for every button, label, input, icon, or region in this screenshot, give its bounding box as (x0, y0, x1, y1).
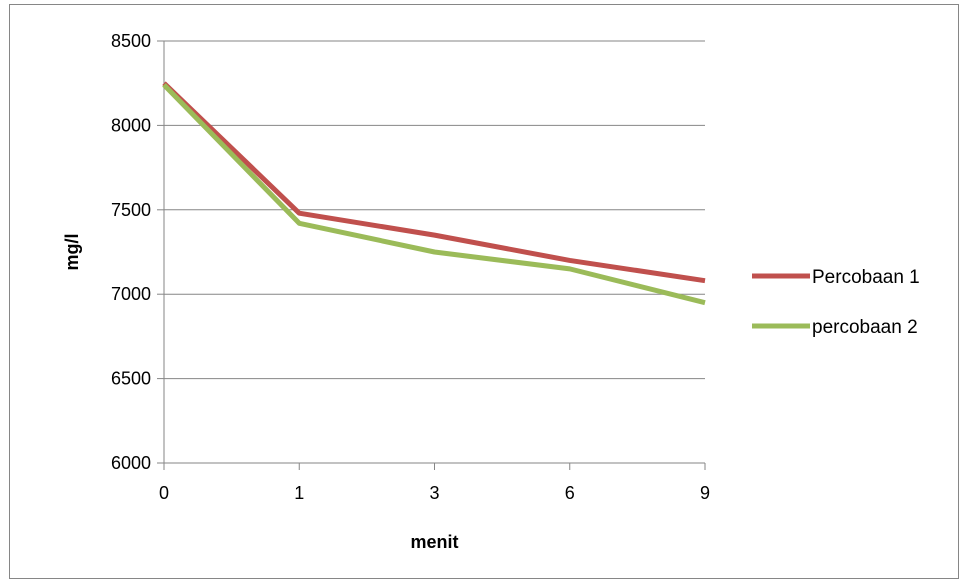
legend-label-1: Percobaan 1 (812, 267, 920, 288)
x-axis-ticks: 0 1 3 6 9 (159, 463, 710, 503)
x-axis-title: menit (410, 532, 458, 552)
x-tick-label: 9 (700, 483, 710, 503)
y-tick-label: 7000 (111, 284, 151, 304)
series-line-2 (162, 83, 706, 306)
x-tick-label: 3 (429, 483, 439, 503)
x-tick-label: 0 (159, 483, 169, 503)
x-tick-label: 6 (565, 483, 575, 503)
y-tick-label: 6000 (111, 453, 151, 473)
legend: Percobaan 1 percobaan 2 (752, 267, 920, 338)
chart-frame (9, 4, 959, 579)
y-axis-ticks: 6000 6500 7000 7500 8000 8500 (111, 31, 164, 473)
y-axis-title: mg/l (62, 233, 82, 270)
y-tick-label: 6500 (111, 369, 151, 389)
y-tick-label: 8500 (111, 31, 151, 51)
series-lines (162, 81, 706, 306)
x-tick-label: 1 (294, 483, 304, 503)
series-line-1 (162, 81, 706, 284)
y-tick-label: 8000 (111, 115, 151, 135)
legend-label-2: percobaan 2 (812, 317, 918, 338)
y-tick-label: 7500 (111, 200, 151, 220)
gridlines (164, 40, 705, 380)
